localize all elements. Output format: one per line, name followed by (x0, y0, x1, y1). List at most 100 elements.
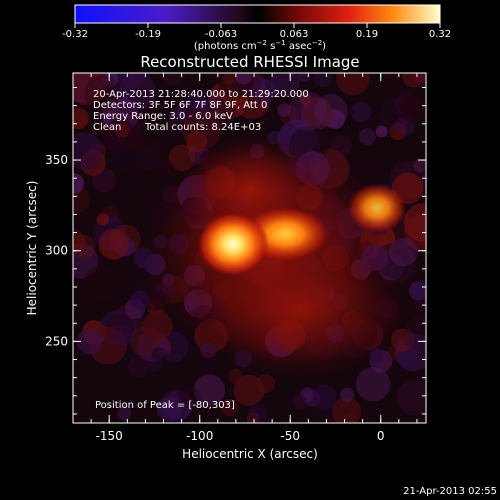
image-noise (135, 147, 159, 172)
image-noise (82, 266, 119, 302)
colorbar (74, 4, 441, 24)
image-noise (402, 315, 426, 353)
colorbar-tick-label: 0.063 (280, 29, 309, 40)
image-noise (156, 397, 182, 422)
colorbar-tick-label: -0.19 (135, 29, 161, 40)
image-noise (84, 75, 121, 112)
image-noise (73, 234, 96, 260)
image-noise (160, 73, 186, 86)
image-noise (270, 73, 300, 98)
x-tick-label: -150 (96, 429, 123, 443)
x-tick-label: -100 (186, 429, 213, 443)
image-noise (193, 374, 226, 406)
image-noise (73, 73, 106, 106)
footer-date: 21-Apr-2013 02:55 (403, 486, 497, 497)
image-noise (117, 406, 132, 421)
image-noise (355, 366, 391, 402)
image-noise (359, 128, 376, 145)
image-noise (125, 130, 146, 150)
image-noise (117, 180, 133, 196)
image-noise (234, 73, 252, 85)
image-noise (73, 132, 103, 170)
image-noise (119, 73, 156, 110)
info-block: 20-Apr-2013 21:28:40.000 to 21:29:20.000… (93, 89, 309, 411)
image-noise (256, 374, 276, 394)
image-noise (375, 125, 388, 138)
image-noise (114, 122, 130, 138)
info-energy: Energy Range: 3.0 - 6.0 keV (93, 111, 233, 122)
image-noise (181, 109, 222, 150)
y-tick-label: 250 (45, 334, 68, 348)
image-noise (389, 123, 407, 141)
x-axis-label: Heliocentric X (arcsec) (182, 447, 318, 461)
image-noise (228, 368, 244, 384)
image-noise (127, 356, 148, 377)
image-noise (155, 158, 175, 178)
image-noise (339, 387, 355, 402)
image-noise (130, 290, 150, 310)
image-noise (96, 213, 110, 226)
image-noise (297, 73, 311, 82)
image-noise (408, 281, 426, 301)
image-noise (402, 73, 426, 88)
image-noise (287, 91, 328, 131)
image-noise (314, 94, 348, 128)
image-noise (413, 158, 426, 173)
image-noise (351, 101, 372, 123)
image-noise (313, 73, 333, 88)
colorbar-tick-label: -0.32 (62, 29, 88, 40)
x-tick-label: -50 (280, 429, 300, 443)
source-peak (197, 212, 269, 276)
image-noise (247, 403, 268, 423)
rhessi-image (73, 73, 426, 423)
image-noise (399, 96, 426, 123)
colorbar-units: (photons cm−2 s−1 asec−2) (194, 39, 326, 52)
x-tick-label: 0 (377, 429, 385, 443)
image-noise (300, 97, 334, 131)
image-noise (222, 73, 236, 85)
image-noise (73, 173, 85, 194)
image-noise (130, 326, 161, 358)
image-noise (111, 325, 134, 347)
image-noise (73, 229, 86, 253)
image-noise (73, 107, 89, 130)
y-tick-label: 350 (45, 153, 68, 167)
y-axis-label: Heliocentric Y (arcsec) (25, 181, 39, 316)
x-axis: -150 -100 -50 0 (90, 73, 418, 443)
image-noise (204, 355, 222, 373)
image-noise (168, 119, 185, 136)
y-axis: 250 300 350 (45, 87, 426, 415)
image-noise (411, 73, 426, 83)
image-noise (331, 397, 362, 423)
image-noise (336, 73, 370, 96)
image-noise (277, 103, 292, 117)
image-noise (279, 105, 299, 125)
y-tick-label: 300 (45, 244, 68, 258)
colorbar-tick-label: 0.32 (429, 29, 451, 40)
image-noise (364, 164, 378, 177)
image-noise (403, 203, 426, 242)
image-noise (151, 347, 167, 363)
source-right (347, 183, 407, 233)
info-detectors: Detectors: 3F 5F 6F 7F 8F 9F, Att 0 (93, 100, 267, 111)
image-noise (179, 386, 202, 410)
image-noise (292, 394, 308, 409)
image-noise (246, 412, 260, 423)
colorbar-ticks: -0.32 -0.19 -0.063 0.063 0.19 0.32 (62, 23, 451, 40)
image-noise (396, 379, 426, 416)
plot-title: Reconstructed RHESSI Image (140, 53, 359, 71)
image-noise (384, 73, 420, 103)
image-noise (310, 384, 337, 410)
image-noise (140, 104, 161, 125)
info-clean: Clean (93, 122, 121, 133)
image-noise (76, 328, 103, 355)
image-noise (221, 398, 239, 417)
info-peak: Position of Peak = [-80,303] (95, 400, 235, 411)
image-noise (174, 89, 189, 103)
image-noise (177, 384, 195, 403)
plot-frame (72, 72, 427, 424)
image-noise (98, 229, 129, 260)
info-total-counts: Total counts: 8.24E+03 (144, 122, 261, 133)
image-noise (168, 108, 185, 124)
